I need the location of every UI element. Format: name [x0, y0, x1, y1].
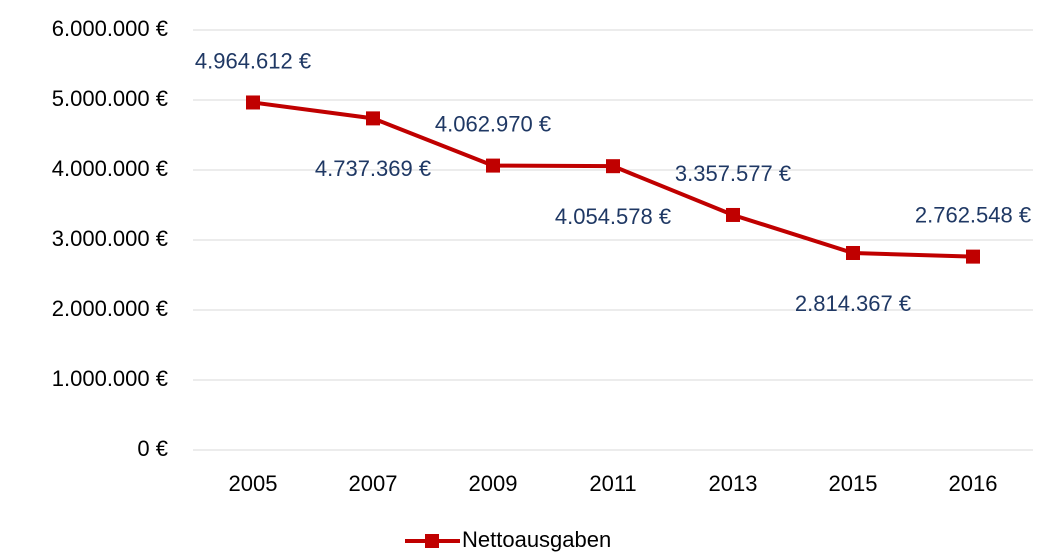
y-tick-label: 6.000.000 € [52, 16, 168, 41]
y-tick-label: 0 € [137, 436, 168, 461]
point-marker [486, 158, 500, 173]
value-label: 4.054.578 € [555, 204, 671, 229]
value-label: 4.737.369 € [315, 156, 431, 181]
point-marker [966, 249, 980, 264]
x-tick-label: 2011 [589, 471, 636, 496]
point-marker [246, 95, 260, 110]
y-tick-label: 2.000.000 € [52, 296, 168, 321]
point-marker [726, 207, 740, 222]
y-tick-label: 4.000.000 € [52, 156, 168, 181]
point-marker [846, 245, 860, 260]
y-tick-label: 3.000.000 € [52, 226, 168, 251]
legend-marker [425, 534, 439, 548]
legend-label: Nettoausgaben [462, 527, 611, 552]
value-label: 4.062.970 € [435, 111, 551, 136]
x-tick-label: 2013 [709, 471, 758, 496]
value-label: 2.762.548 € [915, 202, 1031, 227]
y-tick-label: 5.000.000 € [52, 86, 168, 111]
x-tick-label: 2016 [949, 471, 998, 496]
x-tick-label: 2015 [829, 471, 878, 496]
point-marker [606, 159, 620, 174]
value-label: 4.964.612 € [195, 48, 311, 73]
point-marker [366, 111, 380, 126]
x-tick-label: 2007 [349, 471, 398, 496]
value-label: 3.357.577 € [675, 161, 791, 186]
y-tick-label: 1.000.000 € [52, 366, 168, 391]
value-label: 2.814.367 € [795, 291, 911, 316]
x-tick-label: 2009 [469, 471, 518, 496]
x-tick-label: 2005 [229, 471, 278, 496]
